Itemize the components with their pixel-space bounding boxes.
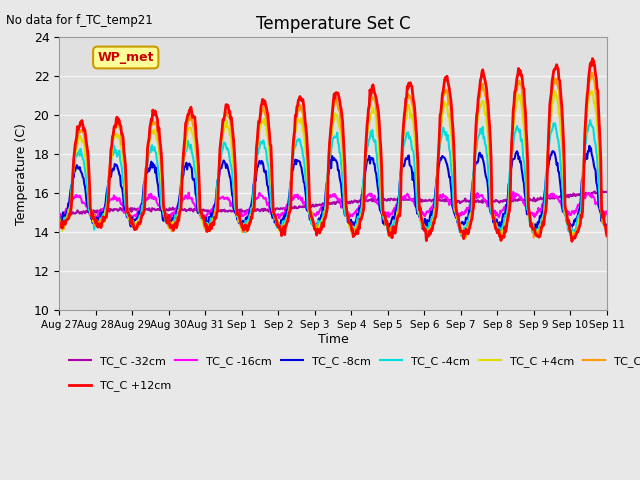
Y-axis label: Temperature (C): Temperature (C) [15,123,28,225]
Title: Temperature Set C: Temperature Set C [256,15,410,33]
X-axis label: Time: Time [317,333,348,346]
Text: WP_met: WP_met [97,51,154,64]
Text: No data for f_TC_temp21: No data for f_TC_temp21 [6,14,153,27]
Legend: TC_C +12cm: TC_C +12cm [65,376,176,396]
